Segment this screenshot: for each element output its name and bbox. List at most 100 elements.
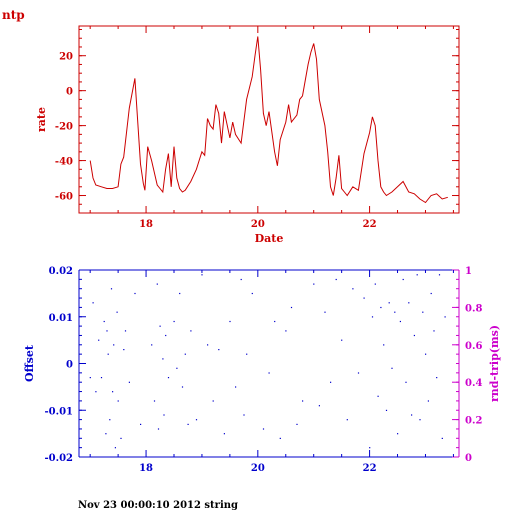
rate-x-tick-label: 20 xyxy=(251,219,265,230)
offset-point xyxy=(187,423,189,425)
rate-x-axis-label: Date xyxy=(255,232,284,245)
offset-point xyxy=(369,447,371,449)
offset-point xyxy=(157,428,160,430)
offset-point xyxy=(181,386,184,388)
offset-point xyxy=(425,353,427,355)
offset-point xyxy=(201,274,203,276)
offset-point xyxy=(268,372,270,374)
roundtrip-y-axis-label: rnd-trip(ms) xyxy=(488,325,501,402)
offset-point xyxy=(262,428,265,430)
offset-point xyxy=(302,400,304,402)
offset-point xyxy=(419,419,421,421)
offset-point xyxy=(290,306,293,309)
rate-y-tick-label: -20 xyxy=(55,122,73,133)
offset-point xyxy=(243,414,245,416)
offset-series xyxy=(89,274,446,449)
offset-point xyxy=(128,381,130,383)
offset-point xyxy=(399,320,401,323)
offset-point xyxy=(385,409,388,411)
rate-y-tick-label: -60 xyxy=(55,192,73,203)
offset-point xyxy=(190,330,192,332)
offset-point xyxy=(402,278,404,281)
offset-point xyxy=(235,386,237,388)
offset-point xyxy=(173,320,175,323)
offset-point xyxy=(397,433,399,435)
offset-y-tick-label: 0.02 xyxy=(49,266,73,277)
offset-y-tick-label: -0.01 xyxy=(44,406,73,417)
offset-point xyxy=(313,283,315,285)
offset-point xyxy=(346,419,348,421)
offset-x-tick-label: 18 xyxy=(139,463,153,474)
offset-point xyxy=(363,297,365,299)
offset-point xyxy=(438,274,441,276)
offset-point xyxy=(212,400,214,402)
offset-point xyxy=(107,353,109,355)
offset-point xyxy=(296,423,298,425)
offset-point xyxy=(357,372,360,374)
offset-point xyxy=(123,349,125,351)
offset-point xyxy=(140,423,142,425)
offset-point xyxy=(116,311,118,313)
offset-point xyxy=(391,367,393,369)
offset-point xyxy=(156,283,158,285)
rate-y-axis-label: rate xyxy=(35,107,48,132)
offset-x-tick-label: 22 xyxy=(363,463,377,474)
offset-point xyxy=(427,400,429,402)
offset-point xyxy=(335,278,337,281)
offset-point xyxy=(444,316,446,318)
offset-point xyxy=(285,330,287,332)
offset-point xyxy=(92,302,94,304)
roundtrip-y-tick-label: 0 xyxy=(465,453,472,464)
offset-point xyxy=(408,302,410,304)
offset-point xyxy=(341,339,343,341)
offset-point xyxy=(377,395,379,397)
offset-point xyxy=(240,278,242,281)
rate-chart: 20 0 -20 -40 -60 18 20 22 rate Date xyxy=(35,25,460,245)
offset-point xyxy=(394,311,396,313)
offset-point xyxy=(105,433,107,435)
offset-x-ticks: 18 20 22 xyxy=(89,270,454,474)
offset-point xyxy=(318,405,320,407)
offset-point xyxy=(110,288,113,290)
offset-point xyxy=(416,274,418,276)
offset-point xyxy=(153,400,156,402)
offset-point xyxy=(113,344,115,346)
offset-point xyxy=(251,292,253,295)
offset-point xyxy=(436,377,438,379)
offset-point xyxy=(159,325,161,327)
offset-point xyxy=(441,437,443,439)
rate-series-line xyxy=(89,36,448,204)
offset-point xyxy=(184,353,186,355)
offset-point xyxy=(114,447,116,449)
offset-point xyxy=(411,414,413,416)
offset-point xyxy=(405,381,407,383)
offset-point xyxy=(218,349,220,351)
offset-point xyxy=(100,377,103,379)
roundtrip-y-tick-label: 0.2 xyxy=(465,416,482,427)
offset-point xyxy=(371,316,374,318)
offset-point xyxy=(246,353,248,355)
offset-x-tick-label: 20 xyxy=(251,463,265,474)
offset-point xyxy=(98,339,100,341)
offset-point xyxy=(103,320,105,323)
rate-x-tick-label: 18 xyxy=(139,219,153,230)
offset-y-axis-label: Offset xyxy=(23,344,36,382)
rate-x-ticks: 18 20 22 xyxy=(89,26,454,230)
rate-series xyxy=(89,36,448,204)
rate-plot-frame xyxy=(78,25,460,214)
rate-y-tick-label: 0 xyxy=(66,87,73,98)
offset-point xyxy=(274,320,276,323)
offset-point xyxy=(195,419,198,421)
footer-timestamp: Nov 23 00:00:10 2012 string xyxy=(78,500,239,511)
offset-point xyxy=(124,330,127,332)
offset-y-tick-label: 0 xyxy=(66,360,73,371)
offset-point xyxy=(229,320,231,323)
offset-point xyxy=(162,358,164,360)
chart-title: ntp xyxy=(2,8,25,22)
offset-point xyxy=(223,433,225,435)
offset-point xyxy=(330,381,332,383)
offset-point xyxy=(89,377,91,379)
roundtrip-y-tick-label: 0.6 xyxy=(465,341,482,352)
roundtrip-y-tick-label: 0.4 xyxy=(465,378,482,389)
